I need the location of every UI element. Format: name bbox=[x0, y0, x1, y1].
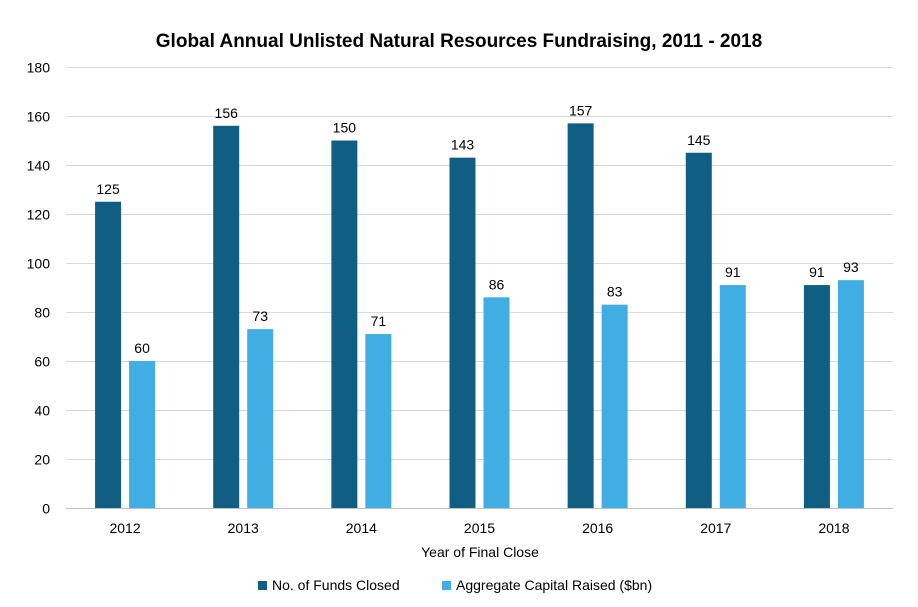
y-tick-label: 80 bbox=[34, 305, 50, 321]
bar-capital-raised-2017 bbox=[719, 285, 746, 508]
bar-capital-raised-2015 bbox=[483, 297, 510, 508]
data-label: 150 bbox=[333, 120, 357, 136]
y-axis: 0 20 40 60 80 100 120 140 160 180 bbox=[27, 60, 51, 517]
y-tick-label: 160 bbox=[27, 109, 51, 125]
bars bbox=[95, 123, 864, 509]
legend-label: No. of Funds Closed bbox=[272, 577, 400, 593]
bar-funds-closed-2017 bbox=[685, 152, 712, 508]
bar-funds-closed-2013 bbox=[213, 125, 240, 509]
bar-funds-closed-2016 bbox=[567, 123, 594, 508]
legend-label: Aggregate Capital Raised ($bn) bbox=[456, 577, 652, 593]
bar-funds-closed-2014 bbox=[331, 140, 358, 508]
data-label: 86 bbox=[489, 276, 505, 292]
x-axis: 2012 2013 2014 2015 2016 2017 2018 bbox=[109, 520, 849, 536]
data-label: 91 bbox=[725, 264, 741, 280]
x-tick-label: 2012 bbox=[109, 520, 140, 536]
y-tick-label: 60 bbox=[34, 354, 50, 370]
y-tick-label: 100 bbox=[27, 256, 51, 272]
y-tick-label: 140 bbox=[27, 158, 51, 174]
x-tick-label: 2016 bbox=[582, 520, 613, 536]
bar-capital-raised-2014 bbox=[365, 334, 392, 508]
y-tick-label: 40 bbox=[34, 403, 50, 419]
data-label: 125 bbox=[96, 181, 120, 197]
x-tick-label: 2018 bbox=[818, 520, 849, 536]
y-tick-label: 120 bbox=[27, 207, 51, 223]
x-tick-label: 2014 bbox=[346, 520, 377, 536]
bar-capital-raised-2012 bbox=[129, 361, 156, 508]
data-label: 157 bbox=[569, 102, 593, 118]
bar-capital-raised-2018 bbox=[837, 280, 864, 508]
x-tick-label: 2013 bbox=[228, 520, 259, 536]
data-label: 145 bbox=[687, 132, 711, 148]
bar-capital-raised-2016 bbox=[601, 304, 628, 508]
y-tick-label: 20 bbox=[34, 452, 50, 468]
legend: No. of Funds Closed Aggregate Capital Rai… bbox=[258, 577, 652, 593]
data-label: 91 bbox=[809, 264, 825, 280]
y-tick-label: 180 bbox=[27, 60, 51, 76]
bar-funds-closed-2012 bbox=[95, 201, 122, 508]
bar-funds-closed-2015 bbox=[449, 157, 476, 508]
x-axis-title: Year of Final Close bbox=[421, 544, 539, 560]
x-tick-label: 2015 bbox=[464, 520, 495, 536]
data-label: 156 bbox=[215, 105, 239, 121]
y-tick-label: 0 bbox=[42, 501, 50, 517]
legend-swatch bbox=[442, 581, 451, 590]
chart-title: Global Annual Unlisted Natural Resources… bbox=[156, 31, 762, 52]
data-label: 60 bbox=[134, 340, 150, 356]
data-label: 83 bbox=[607, 284, 623, 300]
data-label: 143 bbox=[451, 137, 475, 153]
data-label: 93 bbox=[843, 259, 859, 275]
gridlines bbox=[66, 67, 893, 509]
data-label: 71 bbox=[371, 313, 387, 329]
data-labels: 125 60 156 73 150 71 143 86 157 83 145 91 91 93 bbox=[96, 102, 859, 356]
data-label: 73 bbox=[252, 308, 268, 324]
x-tick-label: 2017 bbox=[700, 520, 731, 536]
bar-funds-closed-2018 bbox=[803, 285, 830, 508]
legend-swatch bbox=[258, 581, 267, 590]
bar-capital-raised-2013 bbox=[247, 329, 274, 508]
